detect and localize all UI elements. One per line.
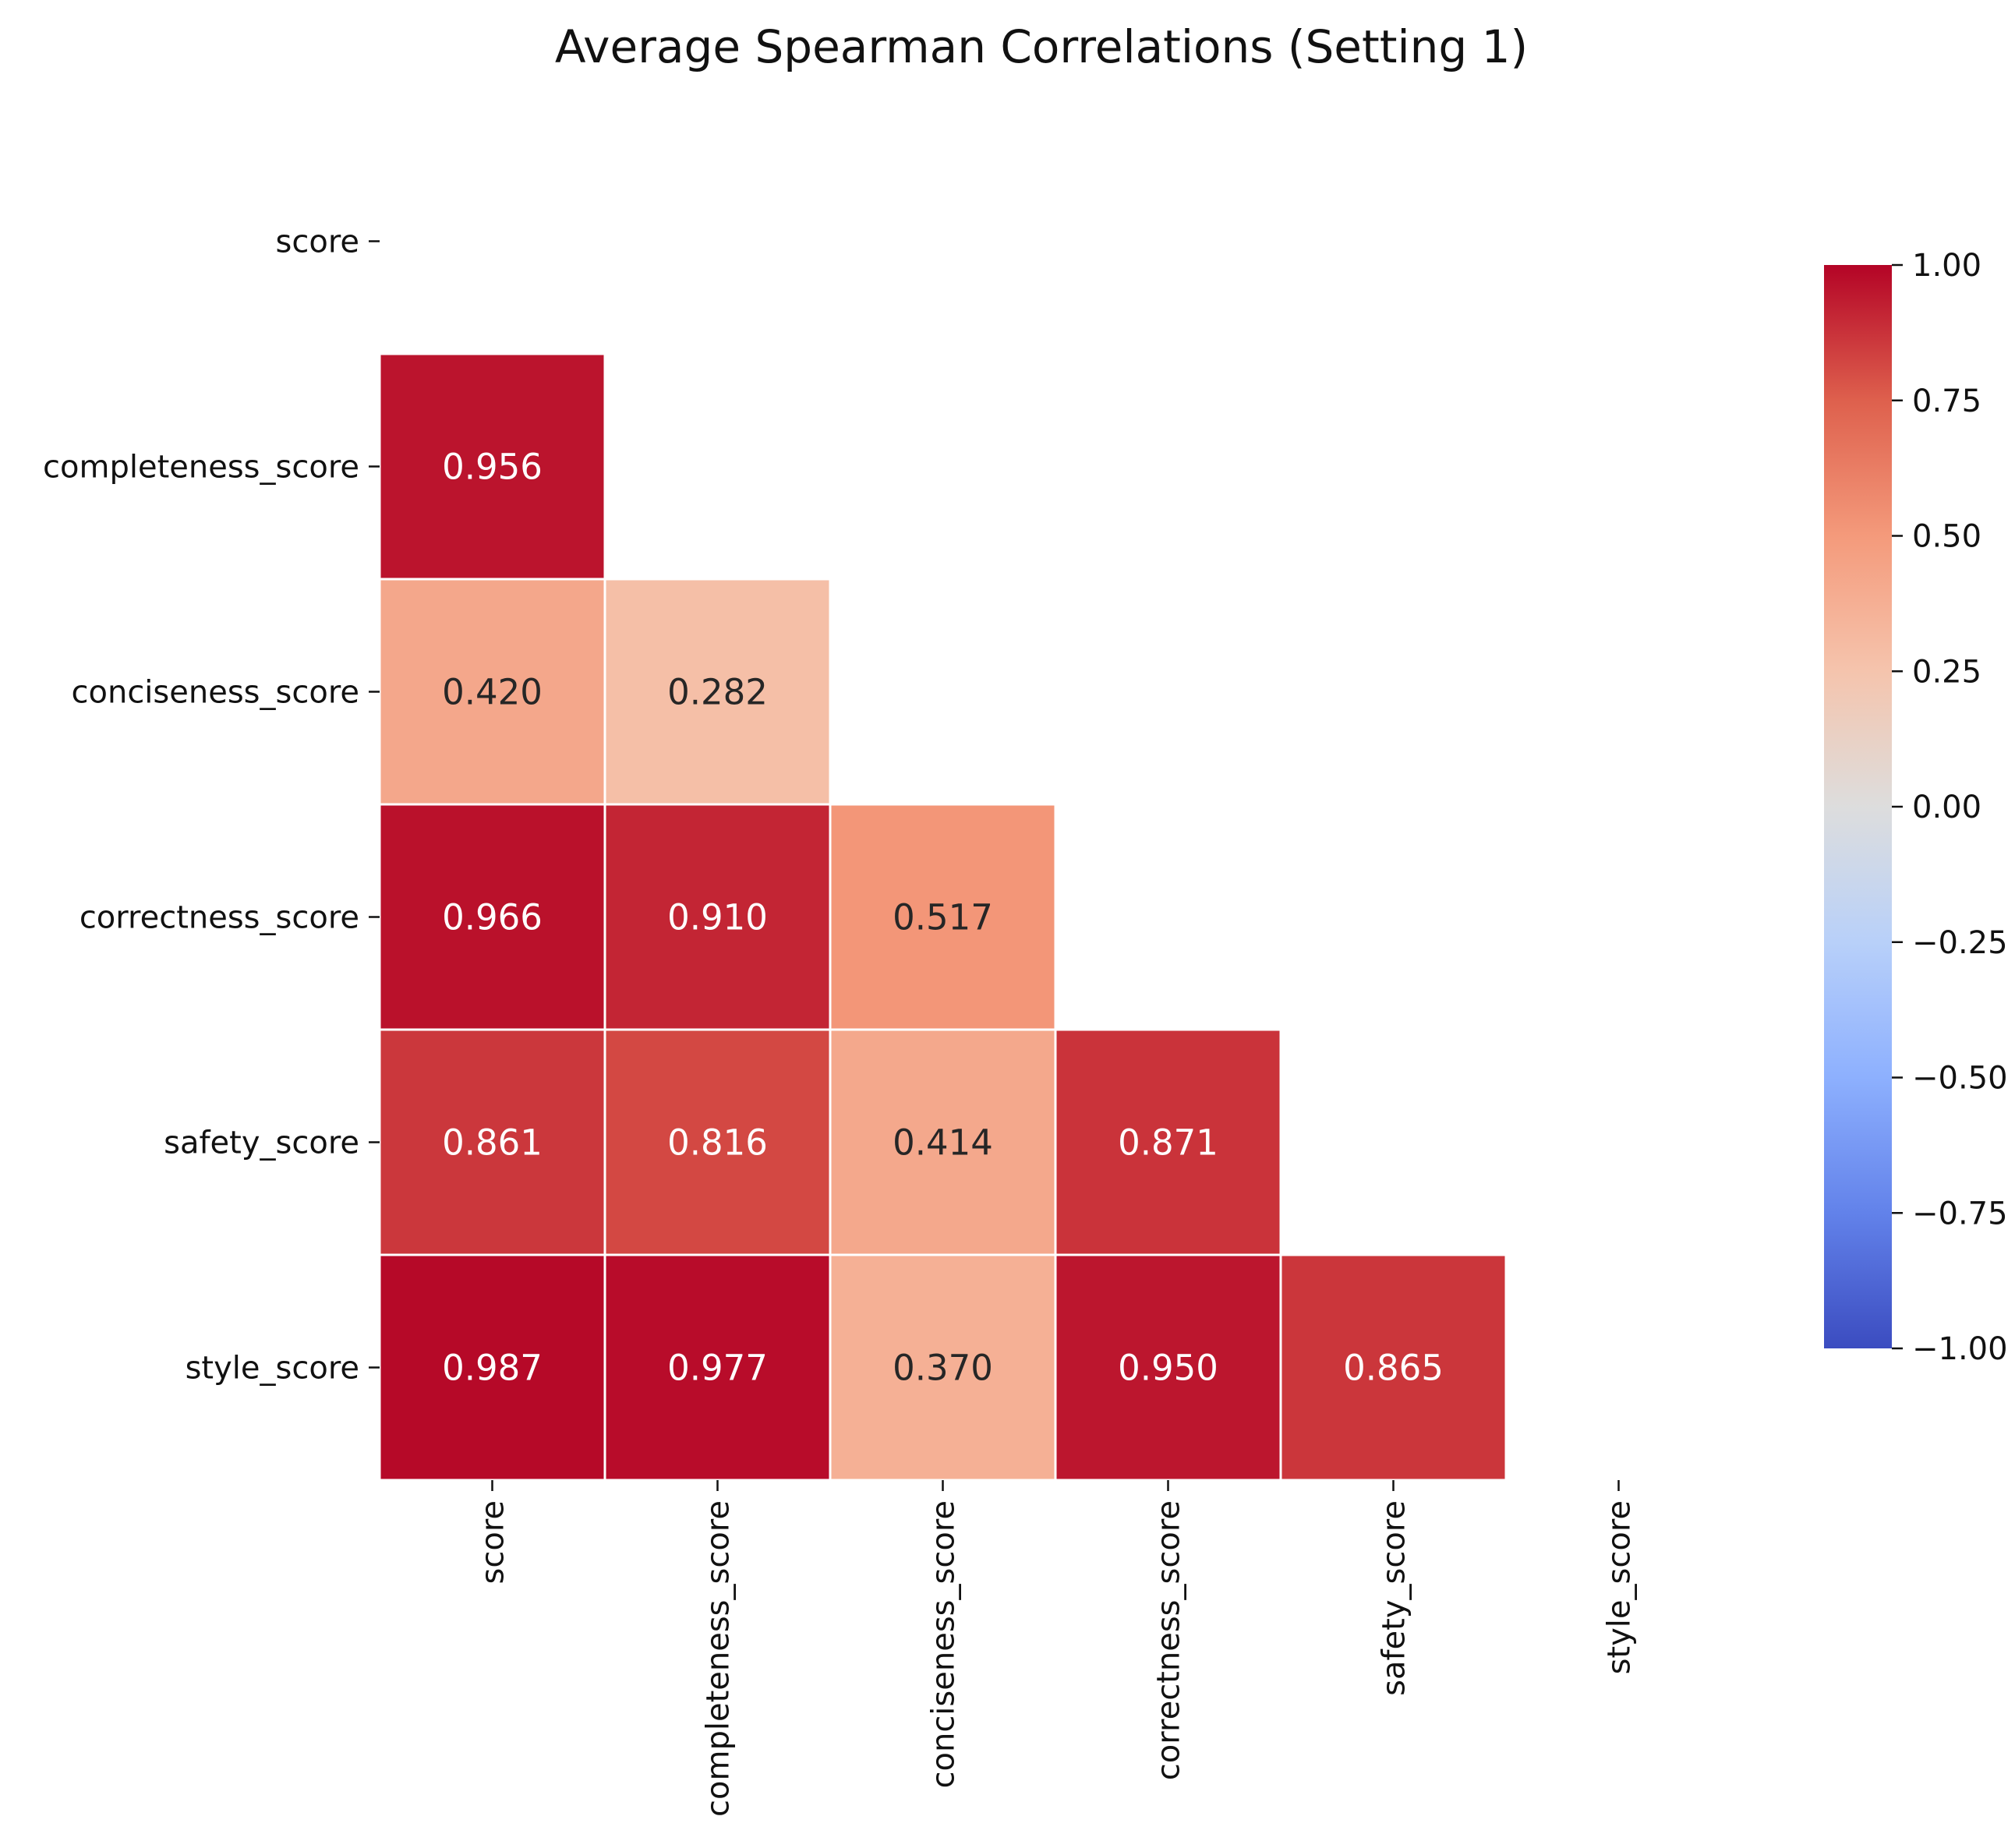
y-tick-label-safety_score: safety_score [164, 1125, 359, 1161]
y-tick-label-score: score [276, 224, 359, 260]
heatmap-cell-correctness_score-completeness_score: 0.910 [603, 803, 832, 1031]
heatmap-cell-rect [829, 1253, 1057, 1482]
colorbar: 1.00 0.75 0.50 0.25 0.00 −0.25 −0.50 −0.75 −1.00 [1824, 248, 2008, 1367]
heatmap-cell-safety_score-conciseness_score: 0.414 [829, 1028, 1057, 1256]
cell-value-label: 0.282 [667, 672, 768, 713]
colorbar-tick-label: 0.00 [1912, 790, 1981, 825]
heatmap-cells: 0.956 0.420 0.282 0.966 0.910 0.517 0.861 0.816… [378, 352, 1508, 1482]
cell-value-label: 0.517 [893, 897, 993, 938]
cell-value-label: 0.966 [442, 897, 543, 938]
heatmap-cell-correctness_score-conciseness_score: 0.517 [829, 803, 1057, 1031]
heatmap-cell-rect [603, 1028, 832, 1256]
heatmap-cell-safety_score-score: 0.861 [378, 1028, 606, 1256]
colorbar-tick-label: 0.25 [1912, 654, 1981, 690]
cell-value-label: 0.871 [1118, 1122, 1218, 1164]
cell-value-label: 0.370 [893, 1348, 993, 1389]
heatmap-cell-style_score-correctness_score: 0.950 [1054, 1253, 1282, 1482]
heatmap-cell-style_score-safety_score: 0.865 [1279, 1253, 1508, 1482]
heatmap-cell-safety_score-correctness_score: 0.871 [1054, 1028, 1282, 1256]
heatmap-cell-style_score-completeness_score: 0.977 [603, 1253, 832, 1482]
colorbar-tick-label: 0.50 [1912, 519, 1981, 555]
heatmap-cell-conciseness_score-completeness_score: 0.282 [603, 578, 832, 806]
heatmap-cell-safety_score-completeness_score: 0.816 [603, 1028, 832, 1256]
x-tick-label-completeness_score: completeness_score [701, 1500, 737, 1817]
heatmap-cell-rect [829, 803, 1057, 1031]
y-axis-ticks: score completeness_score conciseness_score… [43, 224, 380, 1387]
cell-value-label: 0.910 [667, 897, 768, 938]
y-tick-label-style_score: style_score [186, 1351, 359, 1387]
x-tick-label-correctness_score: correctness_score [1151, 1500, 1187, 1780]
cell-value-label: 0.420 [442, 672, 543, 713]
x-axis-ticks: score completeness_score conciseness_score… [475, 1480, 1638, 1817]
colorbar-tick-label: −0.50 [1912, 1061, 2008, 1097]
x-tick-label-score: score [475, 1500, 511, 1584]
y-tick-label-conciseness_score: conciseness_score [72, 675, 360, 711]
x-tick-label-conciseness_score: conciseness_score [926, 1500, 962, 1789]
heatmap-cell-rect [1054, 1028, 1282, 1256]
cell-value-label: 0.861 [442, 1122, 543, 1164]
y-tick-label-correctness_score: correctness_score [80, 900, 359, 936]
colorbar-bar [1824, 265, 1892, 1348]
cell-value-label: 0.865 [1343, 1348, 1444, 1389]
heatmap-cell-completeness_score-score: 0.956 [378, 352, 606, 581]
heatmap-cell-correctness_score-score: 0.966 [378, 803, 606, 1031]
cell-value-label: 0.977 [667, 1348, 768, 1389]
colorbar-tick-label: −0.75 [1912, 1196, 2008, 1231]
y-tick-label-completeness_score: completeness_score [43, 450, 359, 486]
cell-value-label: 0.956 [442, 447, 543, 488]
colorbar-tick-label: −1.00 [1912, 1331, 2008, 1367]
heatmap-cell-rect [603, 1253, 832, 1482]
colorbar-tick-label: 1.00 [1912, 248, 1981, 284]
colorbar-tick-label: −0.25 [1912, 925, 2008, 961]
colorbar-tick-label: 0.75 [1912, 383, 1981, 419]
heatmap-cell-conciseness_score-score: 0.420 [378, 578, 606, 806]
cell-value-label: 0.987 [442, 1348, 543, 1389]
heatmap-cell-rect [378, 352, 606, 581]
heatmap-cell-rect [1279, 1253, 1508, 1482]
heatmap-cell-rect [603, 578, 832, 806]
cell-value-label: 0.816 [667, 1122, 768, 1164]
x-tick-label-style_score: style_score [1602, 1500, 1638, 1674]
cell-value-label: 0.414 [893, 1122, 993, 1164]
heatmap-cell-rect [378, 803, 606, 1031]
x-tick-label-safety_score: safety_score [1377, 1500, 1412, 1696]
heatmap-cell-rect [378, 578, 606, 806]
chart-title: Average Spearman Correlations (Setting 1… [555, 20, 1528, 73]
cell-value-label: 0.950 [1118, 1348, 1218, 1389]
heatmap-cell-rect [1054, 1253, 1282, 1482]
heatmap-cell-rect [603, 803, 832, 1031]
heatmap-cell-style_score-conciseness_score: 0.370 [829, 1253, 1057, 1482]
heatmap-cell-style_score-score: 0.987 [378, 1253, 606, 1482]
